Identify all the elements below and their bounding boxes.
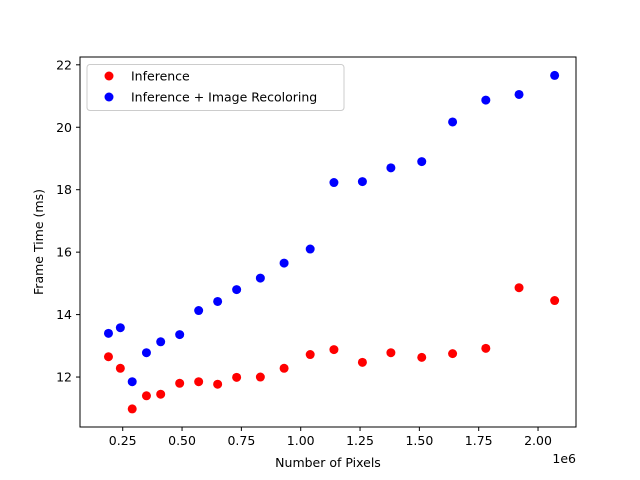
data-point-inference-9 [255,372,265,382]
data-point-recoloring-5 [175,330,185,340]
x-tick-label: 0.50 [168,433,196,448]
data-point-recoloring-13 [357,177,367,187]
data-point-inference-13 [357,357,367,367]
y-tick-label: 14 [56,307,72,322]
x-tick-label: 2.00 [524,433,552,448]
y-tick-label: 12 [56,370,72,385]
data-point-inference-2 [127,404,137,414]
legend-label-recoloring: Inference + Image Recoloring [131,90,317,105]
data-point-recoloring-7 [213,296,223,306]
data-point-inference-19 [550,296,560,306]
y-tick-label: 18 [56,182,72,197]
x-axis-ticks: 0.25 0.50 0.75 1.00 1.25 1.50 1.75 2.00 [109,427,552,448]
data-point-recoloring-8 [232,285,242,295]
data-point-recoloring-10 [279,258,289,268]
data-point-inference-17 [481,343,491,353]
data-point-inference-16 [448,349,458,359]
x-tick-label: 1.50 [405,433,433,448]
data-point-recoloring-15 [417,157,427,167]
data-point-recoloring-6 [194,306,204,316]
plot-frame [79,56,577,428]
data-point-inference-5 [175,378,185,388]
data-point-recoloring-12 [329,178,339,188]
data-point-inference-12 [329,345,339,355]
data-point-inference-0 [103,352,113,362]
legend-label-inference: Inference [131,69,190,84]
data-point-recoloring-9 [255,273,265,283]
data-points [103,70,560,414]
data-point-recoloring-16 [448,117,458,127]
data-point-inference-15 [417,352,427,362]
legend-box [86,64,345,111]
data-point-recoloring-17 [481,95,491,105]
data-point-recoloring-1 [115,323,125,333]
data-point-inference-10 [279,363,289,373]
data-point-inference-18 [514,283,524,293]
x-tick-label: 0.75 [227,433,255,448]
x-tick-label: 1.25 [346,433,374,448]
legend: Inference Inference + Image Recoloring [86,64,345,111]
data-point-recoloring-4 [156,337,166,347]
data-point-recoloring-0 [103,328,113,338]
data-point-inference-14 [386,348,396,358]
data-point-inference-4 [156,389,166,399]
legend-marker-inference [104,71,114,81]
data-point-inference-3 [141,391,151,401]
y-tick-label: 16 [56,245,72,260]
data-point-recoloring-3 [141,348,151,358]
data-point-inference-6 [194,377,204,387]
x-tick-label: 0.25 [109,433,137,448]
data-point-recoloring-11 [305,244,315,254]
data-point-recoloring-19 [550,70,560,80]
x-tick-label: 1.75 [465,433,493,448]
y-axis-label: Frame Time (ms) [31,189,46,295]
data-point-inference-7 [213,379,223,389]
y-tick-label: 20 [56,120,72,135]
data-point-recoloring-14 [386,163,396,173]
x-axis-label: Number of Pixels [275,455,381,470]
data-point-inference-11 [305,350,315,360]
data-point-recoloring-2 [127,377,137,387]
x-tick-label: 1.00 [287,433,315,448]
legend-marker-recoloring [104,92,114,102]
data-point-inference-8 [232,372,242,382]
data-point-inference-1 [115,363,125,373]
y-axis-ticks: 12 14 16 18 20 22 [56,57,80,385]
y-tick-label: 22 [56,57,72,72]
data-point-recoloring-18 [514,89,524,99]
x-axis-offset-label: 1e6 [552,451,576,466]
